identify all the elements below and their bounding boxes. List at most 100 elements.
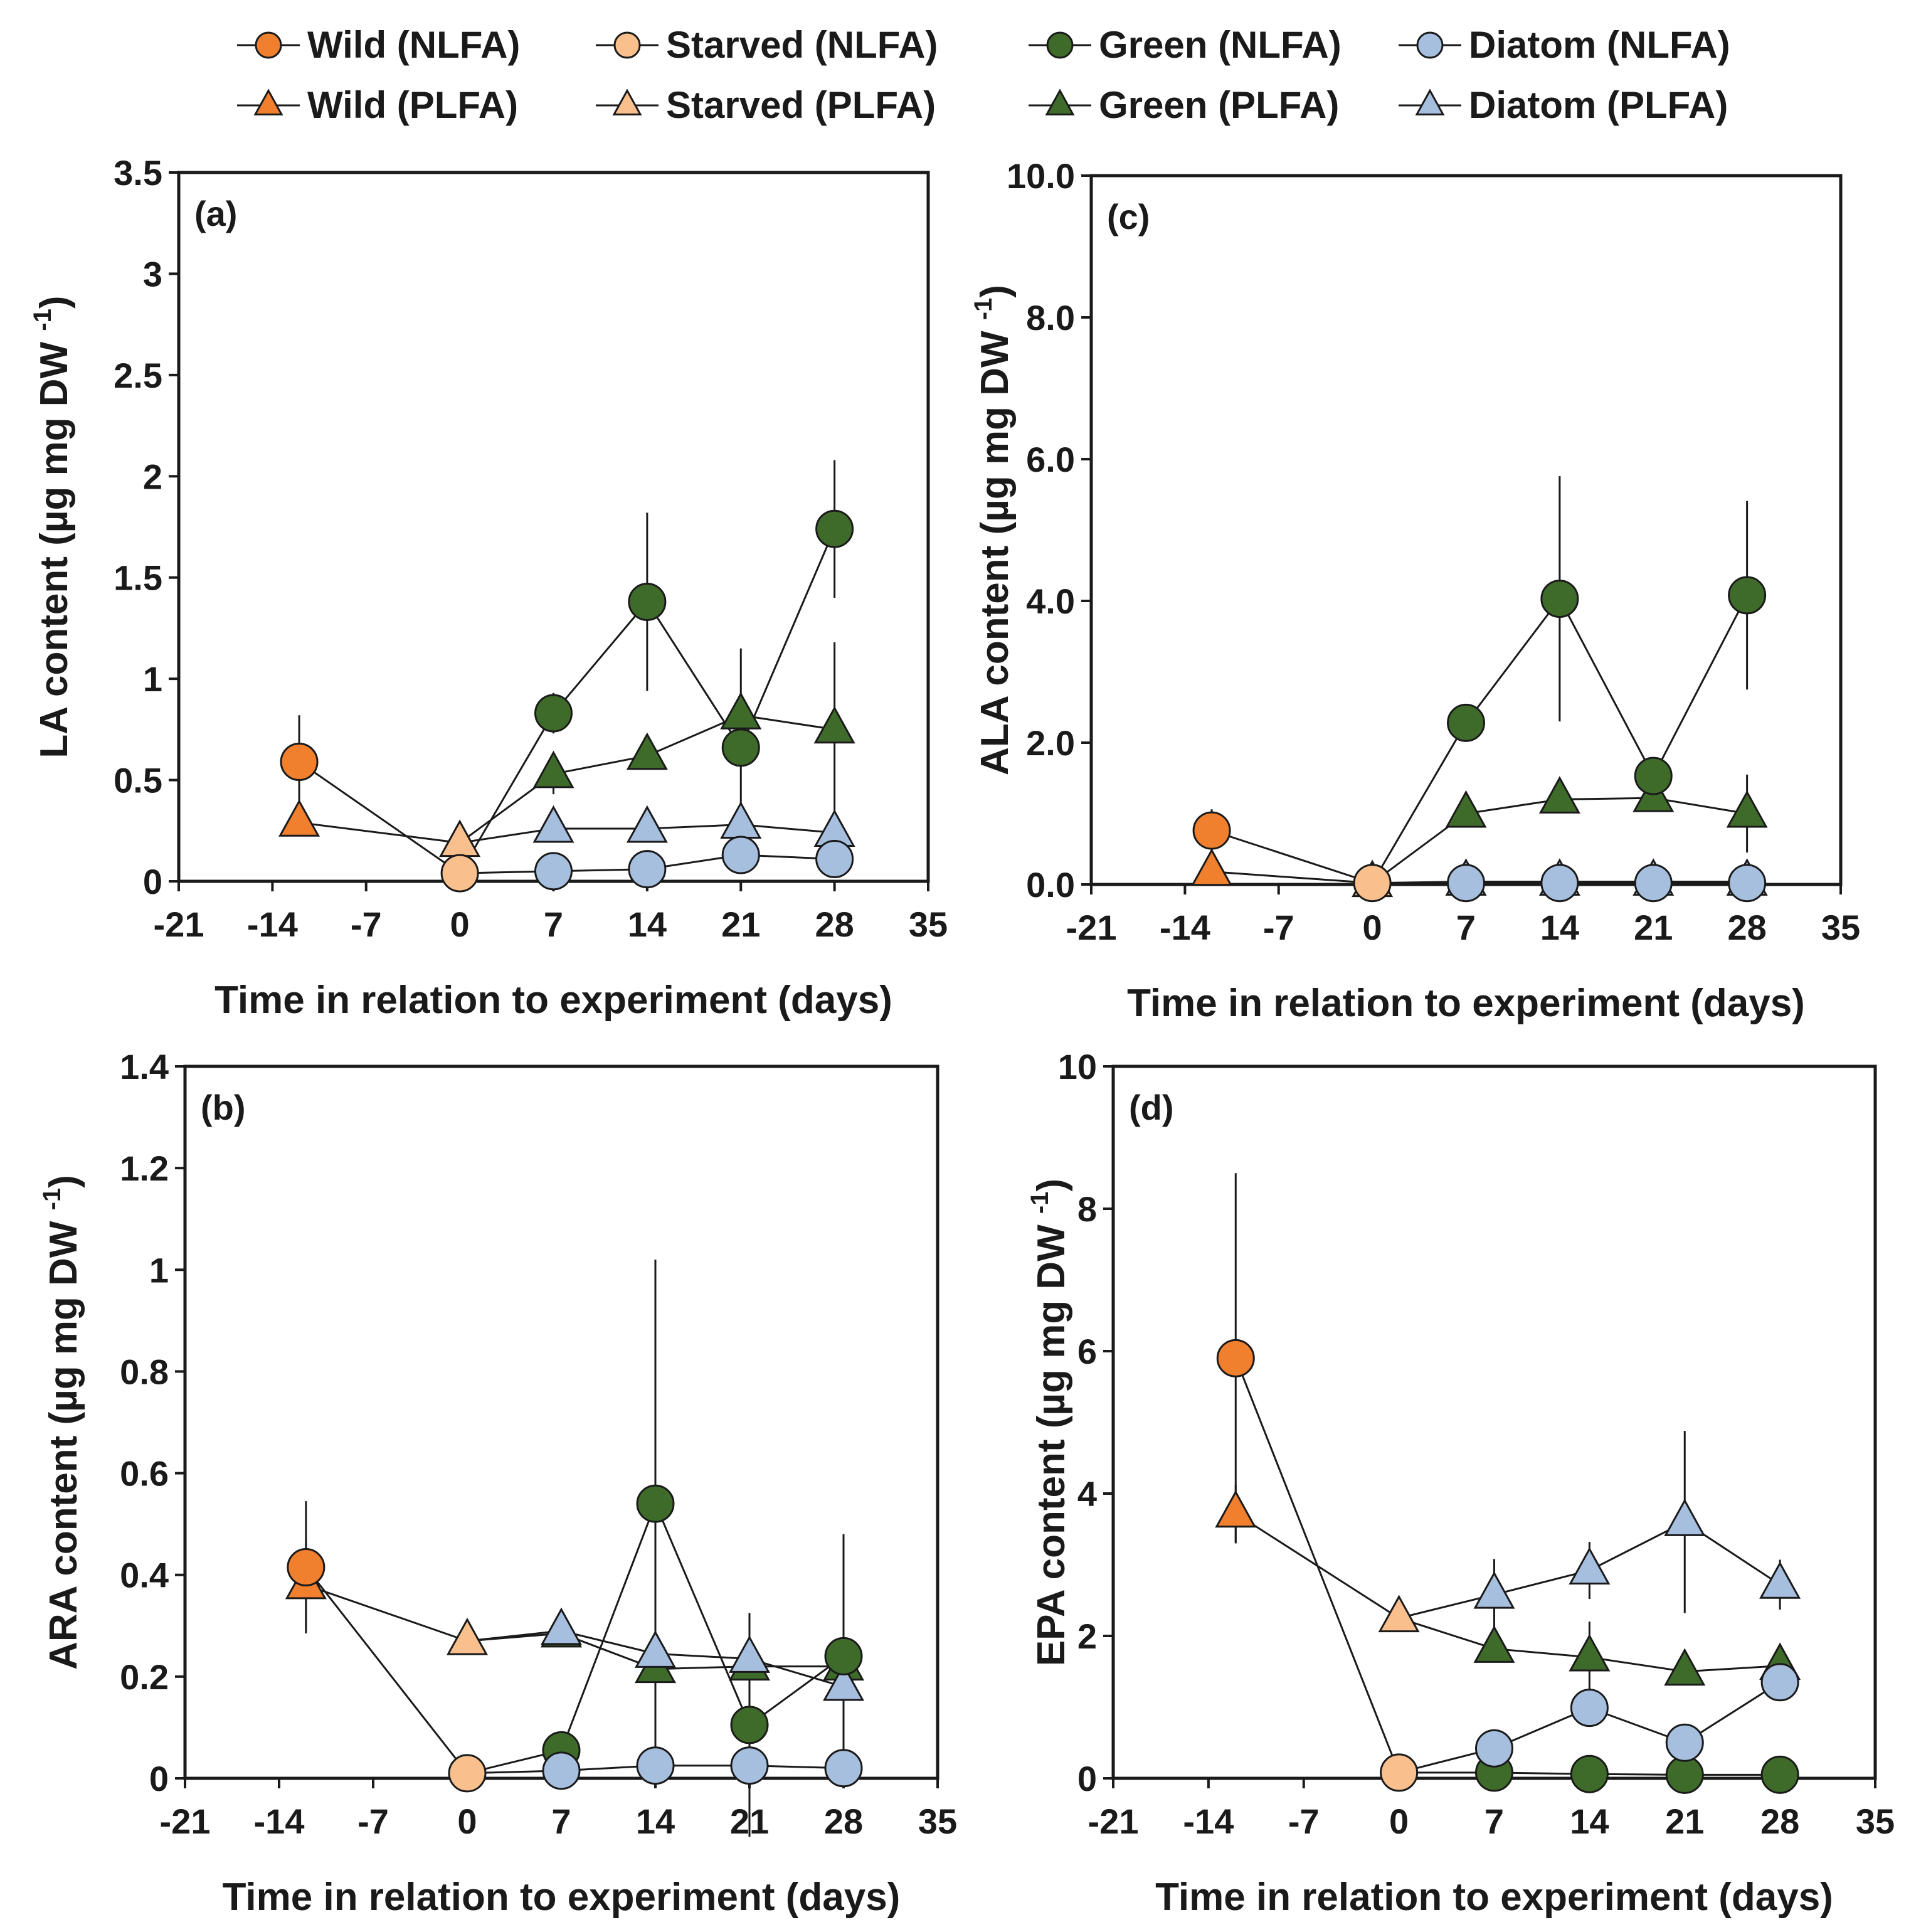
point-starved-nlfa (440, 854, 479, 893)
point-starved-nlfa (448, 1754, 487, 1793)
y-tick-label: 0.0 (1026, 865, 1075, 905)
y-axis-label: ARA content (µg mg DW -1) (38, 1175, 85, 1670)
legend-item-green-nlfa: Green (NLFA) (1029, 24, 1342, 66)
point-diatom-nlfa (1447, 864, 1485, 903)
legend-item-diatom-plfa: Diatom (PLFA) (1399, 84, 1728, 126)
x-tick-label: -14 (247, 905, 298, 944)
y-tick-label: 0 (143, 862, 162, 901)
point-wild-nlfa (1216, 1339, 1255, 1377)
x-tick-label: 28 (824, 1802, 863, 1841)
point-green-nlfa (1447, 703, 1485, 742)
legend-label: Starved (PLFA) (666, 84, 936, 126)
legend-label: Green (PLFA) (1099, 84, 1339, 126)
y-axis-label-sup: -1 (970, 298, 997, 321)
point-diatom-nlfa (1570, 1689, 1609, 1728)
y-tick-label: 6 (1077, 1332, 1097, 1371)
point-starved-plfa (439, 819, 481, 857)
point-green-plfa (1664, 1648, 1706, 1686)
x-tick-label: 14 (628, 905, 667, 944)
legend-label: Diatom (PLFA) (1469, 84, 1728, 126)
x-tick-label: -21 (1088, 1802, 1139, 1841)
point-starved-plfa (447, 1617, 488, 1655)
y-tick-label: 10 (1058, 1047, 1097, 1086)
legend-label: Green (NLFA) (1099, 24, 1342, 66)
x-tick-label: 35 (1856, 1802, 1895, 1841)
panel-a: 0 0.5 1 1.5 2 2.5 3 3.5 -21 -14 -7 0 7 14 21 28 35 Time i… (29, 153, 948, 1022)
point-green-nlfa (1760, 1755, 1799, 1794)
x-tick-label: -7 (1288, 1802, 1320, 1841)
x-axis-label: Time in relation to experiment (days) (214, 979, 892, 1022)
legend-item-starved-nlfa: Starved (NLFA) (596, 24, 938, 66)
y-axis-label-close: ) (1030, 1179, 1073, 1192)
point-diatom-nlfa (1475, 1729, 1513, 1768)
point-diatom-nlfa (1634, 864, 1673, 903)
legend-marker-circle (1046, 31, 1074, 59)
point-diatom-nlfa (534, 852, 573, 891)
point-diatom-nlfa (542, 1751, 581, 1790)
point-diatom-plfa (729, 1635, 770, 1673)
point-diatom-plfa (1473, 1571, 1515, 1609)
point-diatom-plfa (1664, 1499, 1706, 1536)
series-line (1211, 595, 1748, 884)
y-tick-label: 4 (1077, 1474, 1097, 1514)
x-tick-label: 28 (1727, 908, 1766, 947)
legend-marker-circle (613, 31, 641, 59)
x-tick-label: 0 (450, 905, 470, 944)
x-tick-label: 14 (636, 1802, 675, 1841)
plot-frame (1089, 174, 1843, 886)
y-axis-label: EPA content (µg mg DW -1) (1026, 1179, 1073, 1666)
panel-c: 0.0 2.0 4.0 6.0 8.0 10.0 -21 -14 -7 0 7 14 21 28 35 Tim… (970, 156, 1860, 1025)
point-diatom-nlfa (1760, 1663, 1799, 1702)
y-tick-label: 0.4 (120, 1556, 169, 1595)
point-wild-plfa (278, 799, 320, 837)
panel-label: (a) (194, 194, 237, 233)
y-tick-label: 0.8 (120, 1352, 169, 1391)
legend-item-wild-nlfa: Wild (NLFA) (237, 24, 520, 66)
y-tick-label: 3 (143, 254, 162, 294)
point-diatom-nlfa (815, 839, 854, 878)
point-diatom-plfa (541, 1607, 582, 1645)
y-axis-label-close: ) (973, 285, 1017, 298)
point-green-nlfa (824, 1637, 863, 1675)
y-tick-label: 2.0 (1026, 723, 1075, 763)
y-tick-label: 1 (143, 659, 162, 699)
point-green-plfa (813, 706, 855, 744)
point-diatom-plfa (532, 805, 574, 843)
point-green-nlfa (1728, 576, 1767, 615)
point-green-nlfa (534, 694, 573, 733)
point-green-plfa (626, 732, 668, 770)
x-tick-label: 35 (909, 905, 948, 944)
point-diatom-plfa (720, 801, 762, 839)
point-diatom-plfa (626, 805, 668, 843)
point-green-plfa (1473, 1625, 1515, 1663)
y-axis-label: ALA content (µg mg DW -1) (970, 285, 1017, 775)
point-green-nlfa (636, 1484, 675, 1523)
point-diatom-nlfa (1665, 1723, 1704, 1762)
y-tick-label: 3.5 (114, 153, 162, 193)
y-axis-label-main: EPA content (µg mg DW (1030, 1214, 1073, 1666)
x-axis-label: Time in relation to experiment (days) (223, 1876, 901, 1919)
x-tick-label: 35 (1821, 908, 1860, 947)
point-diatom-nlfa (1540, 864, 1579, 903)
point-green-nlfa (1634, 756, 1673, 795)
point-green-nlfa (815, 509, 854, 548)
plot-frame (1111, 1064, 1877, 1780)
point-diatom-plfa (1759, 1561, 1801, 1599)
point-diatom-nlfa (636, 1746, 675, 1785)
point-green-nlfa (730, 1706, 769, 1744)
y-tick-label: 8 (1077, 1189, 1097, 1229)
x-tick-label: 7 (1484, 1802, 1504, 1841)
x-tick-label: 21 (1634, 908, 1673, 947)
x-tick-label: 14 (1540, 908, 1579, 947)
series-line (299, 714, 835, 844)
legend-item-wild-plfa: Wild (PLFA) (237, 84, 518, 126)
point-green-plfa (720, 691, 762, 730)
x-tick-label: 14 (1570, 1802, 1609, 1841)
x-tick-label: -7 (357, 1802, 389, 1841)
y-tick-label: 2.5 (114, 356, 162, 395)
y-tick-label: 2 (143, 457, 162, 496)
x-tick-label: 7 (544, 905, 563, 944)
panel-label: (d) (1129, 1088, 1174, 1127)
x-tick-label: 0 (1363, 908, 1382, 947)
